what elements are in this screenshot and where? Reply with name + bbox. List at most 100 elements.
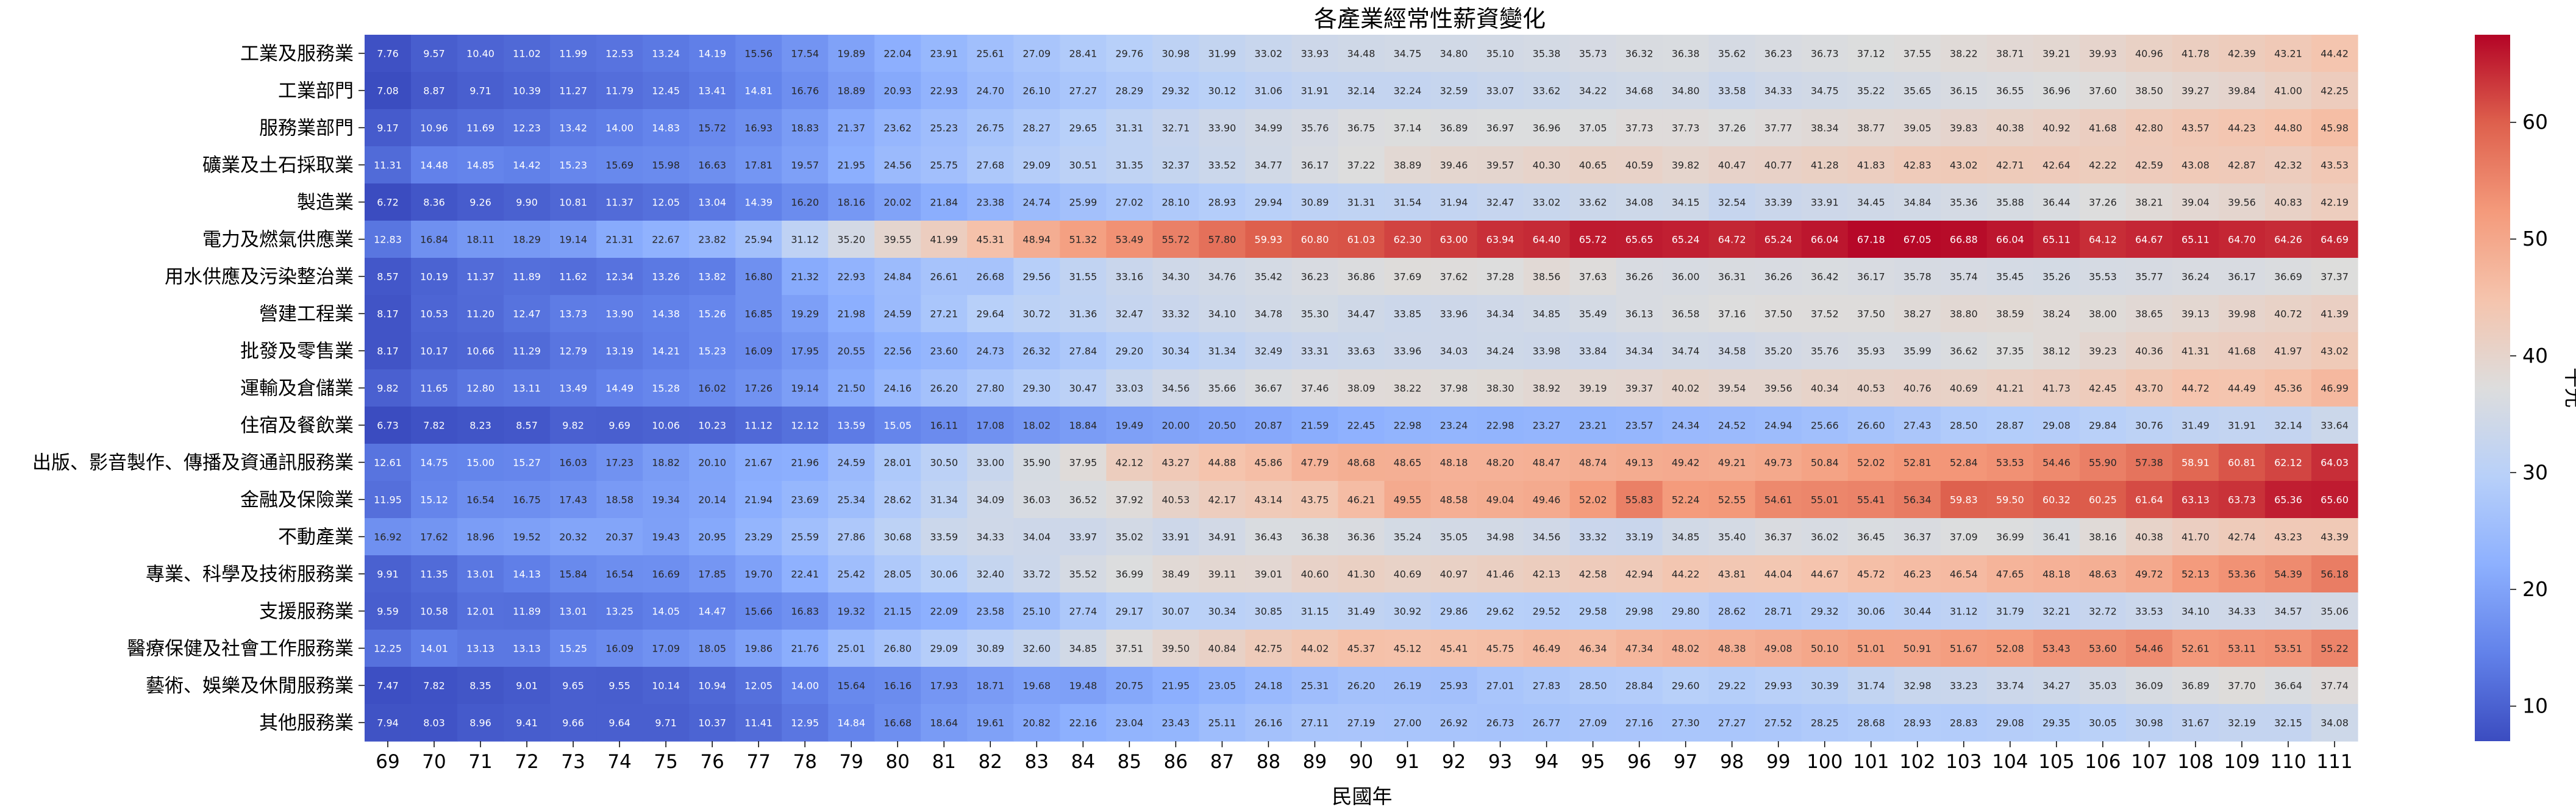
heatmap-cell: [1569, 481, 1617, 519]
heatmap-cell: [735, 183, 782, 221]
heatmap-cell: [921, 221, 968, 258]
cell-value-label: 19.89: [837, 48, 865, 60]
cell-value-label: 35.45: [1996, 271, 2024, 283]
heatmap-cell: [596, 481, 643, 519]
cell-value-label: 43.70: [2135, 383, 2163, 394]
heatmap-cell: [1708, 667, 1756, 705]
column-label: 108: [2177, 751, 2213, 773]
heatmap-cell: [1755, 332, 1802, 370]
heatmap-cell: [2125, 146, 2173, 184]
heatmap-cell: [1477, 481, 1524, 519]
cell-value-label: 33.02: [1533, 197, 1561, 208]
heatmap-cell: [735, 444, 782, 482]
heatmap-cell: [1245, 555, 1293, 593]
cell-value-label: 36.58: [1672, 308, 1700, 320]
heatmap-cell: [1801, 667, 1849, 705]
heatmap-cell: [1430, 518, 1478, 556]
cell-value-label: 22.45: [1347, 420, 1375, 432]
cell-value-label: 10.19: [420, 271, 448, 283]
cell-value-label: 20.55: [837, 346, 865, 357]
heatmap-cell: [782, 704, 829, 742]
cell-value-label: 53.60: [2089, 643, 2117, 655]
heatmap-cell: [1338, 481, 1385, 519]
row-label: 服務業部門: [259, 118, 354, 140]
heatmap-cell: [1245, 146, 1293, 184]
heatmap-cell: [1106, 518, 1153, 556]
cell-value-label: 14.75: [420, 457, 448, 469]
heatmap-cell: [1523, 146, 1571, 184]
cell-value-label: 60.80: [1301, 234, 1329, 246]
heatmap-cell: [1986, 109, 2034, 147]
cell-value-label: 49.46: [1533, 494, 1561, 506]
cell-value-label: 12.80: [466, 383, 494, 394]
heatmap-cell: [2218, 35, 2266, 73]
heatmap-cell: [1755, 481, 1802, 519]
column-label: 104: [1992, 751, 2028, 773]
heatmap-cell: [1384, 109, 1432, 147]
cell-value-label: 31.35: [1115, 160, 1143, 171]
heatmap-cell: [1569, 592, 1617, 630]
cell-value-label: 34.33: [1764, 85, 1793, 97]
cell-value-label: 43.02: [1950, 160, 1978, 171]
cell-value-label: 38.12: [2043, 346, 2071, 357]
cell-value-label: 34.03: [1440, 346, 1468, 357]
heatmap-cell: [1940, 592, 1988, 630]
cell-value-label: 48.18: [2043, 569, 2071, 580]
heatmap-cell: [411, 444, 458, 482]
cell-value-label: 36.32: [1625, 48, 1654, 60]
heatmap-cell: [2311, 221, 2358, 258]
cell-value-label: 34.85: [1672, 531, 1700, 543]
cell-value-label: 63.73: [2228, 494, 2256, 506]
heatmap-cell: [504, 667, 551, 705]
heatmap-cell: [735, 555, 782, 593]
cell-value-label: 35.76: [1811, 346, 1839, 357]
heatmap-cell: [1708, 444, 1756, 482]
heatmap-cell: [1662, 592, 1710, 630]
heatmap-cell: [1847, 183, 1895, 221]
cell-value-label: 30.06: [930, 569, 958, 580]
cell-value-label: 28.10: [1162, 197, 1190, 208]
heatmap-cell: [2264, 332, 2312, 370]
cell-value-label: 60.25: [2089, 494, 2117, 506]
heatmap-cell: [828, 109, 875, 147]
cell-value-label: 23.60: [930, 346, 958, 357]
cell-value-label: 24.94: [1764, 420, 1793, 432]
heatmap-cell: [1291, 592, 1339, 630]
heatmap-cell: [1245, 295, 1293, 333]
heatmap-cell: [1384, 72, 1432, 110]
cell-value-label: 15.98: [652, 160, 680, 171]
row-labels: 工業及服務業工業部門服務業部門礦業及土石採取業製造業電力及燃氣供應業用水供應及污…: [32, 43, 365, 734]
heatmap-cell: [1801, 109, 1849, 147]
cell-value-label: 40.36: [2135, 346, 2163, 357]
cell-value-label: 30.68: [883, 531, 912, 543]
cell-value-label: 38.34: [1811, 123, 1839, 134]
cell-value-label: 40.83: [2274, 197, 2302, 208]
cell-value-label: 57.80: [1208, 234, 1236, 246]
cell-value-label: 30.51: [1069, 160, 1097, 171]
heatmap-cell: [1894, 183, 1941, 221]
cell-value-label: 65.65: [1625, 234, 1654, 246]
cell-value-label: 34.47: [1347, 308, 1375, 320]
cell-value-label: 33.91: [1811, 197, 1839, 208]
cell-value-label: 38.77: [1857, 123, 1885, 134]
cell-value-label: 27.52: [1764, 717, 1793, 729]
cell-value-label: 18.89: [837, 85, 865, 97]
heatmap-cell: [967, 72, 1014, 110]
heatmap-cell: [2218, 295, 2266, 333]
heatmap-cell: [1569, 221, 1617, 258]
cell-value-label: 40.34: [1811, 383, 1839, 394]
cell-value-label: 44.02: [1301, 643, 1329, 655]
cell-value-label: 30.98: [2135, 717, 2163, 729]
heatmap-cell: [1847, 630, 1895, 667]
colorbar-tick-label: 10: [2522, 694, 2548, 718]
heatmap-cell: [828, 630, 875, 667]
heatmap-cell: [1245, 444, 1293, 482]
cell-value-label: 38.00: [2089, 308, 2117, 320]
heatmap-cell: [1662, 407, 1710, 444]
cell-value-label: 10.81: [559, 197, 587, 208]
heatmap-cell: [1616, 183, 1663, 221]
cell-value-label: 36.23: [1764, 48, 1793, 60]
cell-value-label: 27.84: [1069, 346, 1097, 357]
cell-value-label: 42.25: [2321, 85, 2349, 97]
cell-value-label: 15.28: [652, 383, 680, 394]
